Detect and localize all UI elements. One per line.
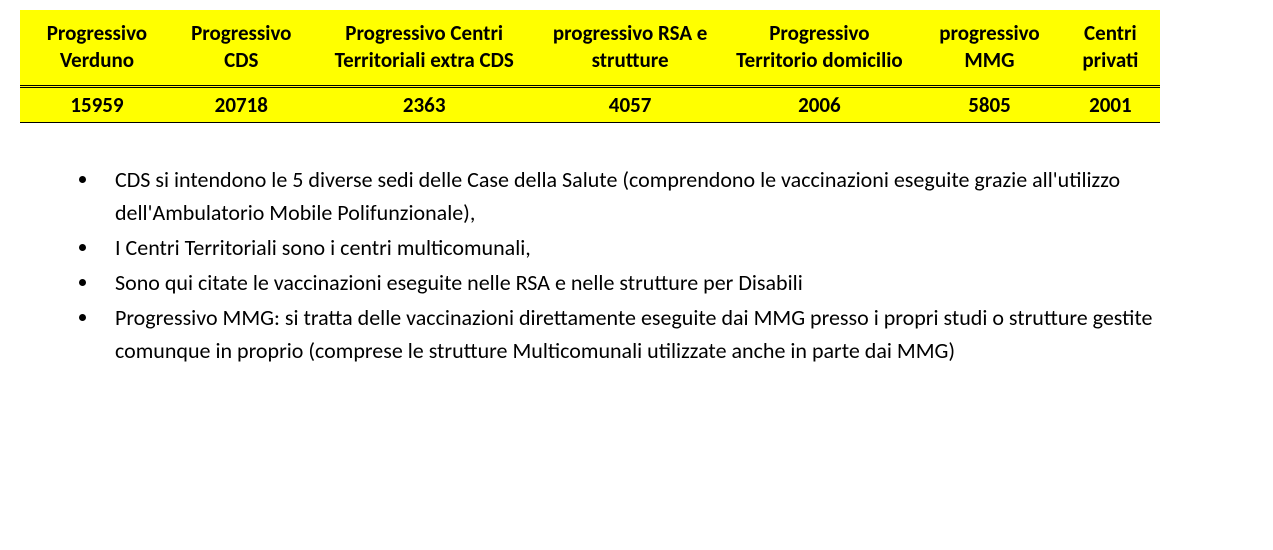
list-item: Sono qui citate le vaccinazioni eseguite… xyxy=(100,266,1220,299)
table-row: 15959 20718 2363 4057 2006 5805 2001 xyxy=(20,86,1160,122)
cell-centri-privati: 2001 xyxy=(1061,86,1160,122)
cell-cds: 20718 xyxy=(174,86,309,122)
progressivo-table: Progressivo Verduno Progressivo CDS Prog… xyxy=(20,10,1160,123)
cell-verduno: 15959 xyxy=(20,86,174,122)
col-header-verduno: Progressivo Verduno xyxy=(20,10,174,86)
table-header-row: Progressivo Verduno Progressivo CDS Prog… xyxy=(20,10,1160,86)
cell-centri-territoriali: 2363 xyxy=(309,86,540,122)
notes-list: CDS si intendono le 5 diverse sedi delle… xyxy=(20,163,1220,367)
col-header-territorio-domicilio: Progressivo Territorio domicilio xyxy=(721,10,919,86)
cell-mmg: 5805 xyxy=(918,86,1060,122)
col-header-mmg: progressivo MMG xyxy=(918,10,1060,86)
list-item: I Centri Territoriali sono i centri mult… xyxy=(100,231,1220,264)
list-item: Progressivo MMG: si tratta delle vaccina… xyxy=(100,301,1220,367)
col-header-centri-territoriali: Progressivo Centri Territoriali extra CD… xyxy=(309,10,540,86)
cell-rsa: 4057 xyxy=(540,86,721,122)
col-header-rsa: progressivo RSA e strutture xyxy=(540,10,721,86)
cell-territorio-domicilio: 2006 xyxy=(721,86,919,122)
list-item: CDS si intendono le 5 diverse sedi delle… xyxy=(100,163,1220,229)
col-header-centri-privati: Centri privati xyxy=(1061,10,1160,86)
col-header-cds: Progressivo CDS xyxy=(174,10,309,86)
